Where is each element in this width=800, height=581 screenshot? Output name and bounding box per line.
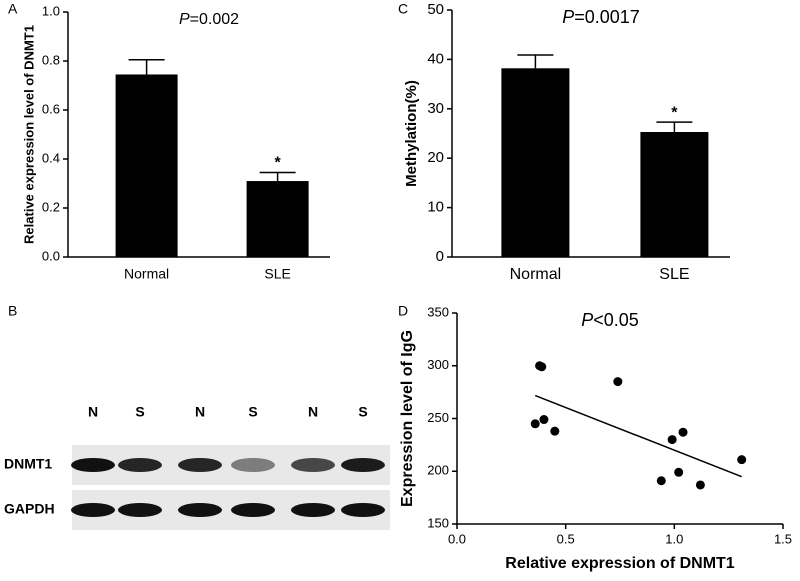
- band: [291, 458, 335, 472]
- y-axis-label: Expression level of IgG: [399, 330, 416, 507]
- band: [178, 503, 222, 517]
- x-axis-label: Relative expression of DNMT1: [505, 555, 735, 572]
- point: [550, 426, 560, 436]
- p-italic: P: [179, 11, 190, 28]
- significance: *: [274, 155, 281, 172]
- point: [613, 377, 623, 387]
- p-text: =0.002: [190, 11, 239, 28]
- band: [118, 503, 162, 517]
- p-value: P<0.05: [581, 310, 639, 330]
- point: [678, 427, 688, 437]
- x-tick-label: 0.5: [557, 531, 575, 546]
- y-tick-label: 0: [436, 248, 444, 265]
- y-tick-label: 0.2: [42, 199, 60, 214]
- p-value: P=0.0017: [562, 7, 640, 27]
- bar: [501, 68, 570, 258]
- row-label: DNMT1: [4, 456, 52, 472]
- band: [118, 458, 162, 472]
- row-label: GAPDH: [4, 501, 55, 517]
- y-tick-label: 0.0: [42, 248, 60, 263]
- point: [530, 419, 540, 429]
- lane-label: N: [308, 404, 318, 420]
- band: [291, 503, 335, 517]
- y-tick-label: 0.8: [42, 52, 60, 67]
- p-text: <0.05: [593, 310, 639, 330]
- band: [341, 503, 385, 517]
- point: [667, 435, 677, 445]
- panel-label: B: [8, 303, 17, 319]
- x-tick-label: 0.0: [448, 531, 466, 546]
- y-tick-label: 30: [427, 100, 444, 117]
- y-tick-label: 200: [427, 463, 449, 478]
- p-italic: P: [562, 7, 574, 27]
- y-axis-label: Methylation(%): [403, 80, 420, 187]
- bar: [640, 132, 709, 257]
- point: [656, 476, 666, 486]
- x-tick-label: Normal: [510, 266, 562, 283]
- y-axis-label: Relative expression level of DNMT1: [21, 25, 36, 244]
- panel-label: D: [398, 303, 408, 319]
- point: [674, 467, 684, 477]
- p-value: P=0.002: [179, 11, 239, 28]
- x-tick-label: 1.5: [774, 531, 792, 546]
- band: [71, 503, 115, 517]
- panel-label: A: [8, 1, 18, 17]
- bar: [115, 74, 178, 257]
- band: [71, 458, 115, 472]
- p-italic: P: [581, 310, 593, 330]
- lane-label: S: [135, 404, 144, 420]
- y-tick-label: 250: [427, 410, 449, 425]
- y-tick-label: 0.6: [42, 101, 60, 116]
- band: [178, 458, 222, 472]
- y-tick-label: 300: [427, 357, 449, 372]
- lane-label: S: [248, 404, 257, 420]
- bar: [246, 181, 309, 257]
- fit-line: [534, 394, 742, 478]
- y-tick-label: 0.4: [42, 150, 60, 165]
- x-tick-label: SLE: [659, 266, 689, 283]
- y-tick-label: 350: [427, 304, 449, 319]
- significance: *: [671, 104, 678, 121]
- panel-label: C: [398, 1, 408, 17]
- lane-label: N: [195, 404, 205, 420]
- point: [737, 455, 747, 465]
- point: [537, 362, 547, 372]
- y-tick-label: 1.0: [42, 3, 60, 18]
- point: [695, 480, 705, 490]
- lane-label: N: [88, 404, 98, 420]
- x-tick-label: SLE: [264, 266, 290, 282]
- band: [231, 458, 275, 472]
- band: [231, 503, 275, 517]
- y-tick-label: 150: [427, 515, 449, 530]
- lane-label: S: [358, 404, 367, 420]
- x-tick-label: 1.0: [665, 531, 683, 546]
- band: [341, 458, 385, 472]
- y-tick-label: 50: [427, 1, 444, 18]
- x-tick-label: Normal: [124, 266, 169, 282]
- p-text: =0.0017: [574, 7, 640, 27]
- y-tick-label: 20: [427, 149, 444, 166]
- point: [539, 415, 549, 425]
- y-tick-label: 10: [427, 199, 444, 216]
- y-tick-label: 40: [427, 50, 444, 67]
